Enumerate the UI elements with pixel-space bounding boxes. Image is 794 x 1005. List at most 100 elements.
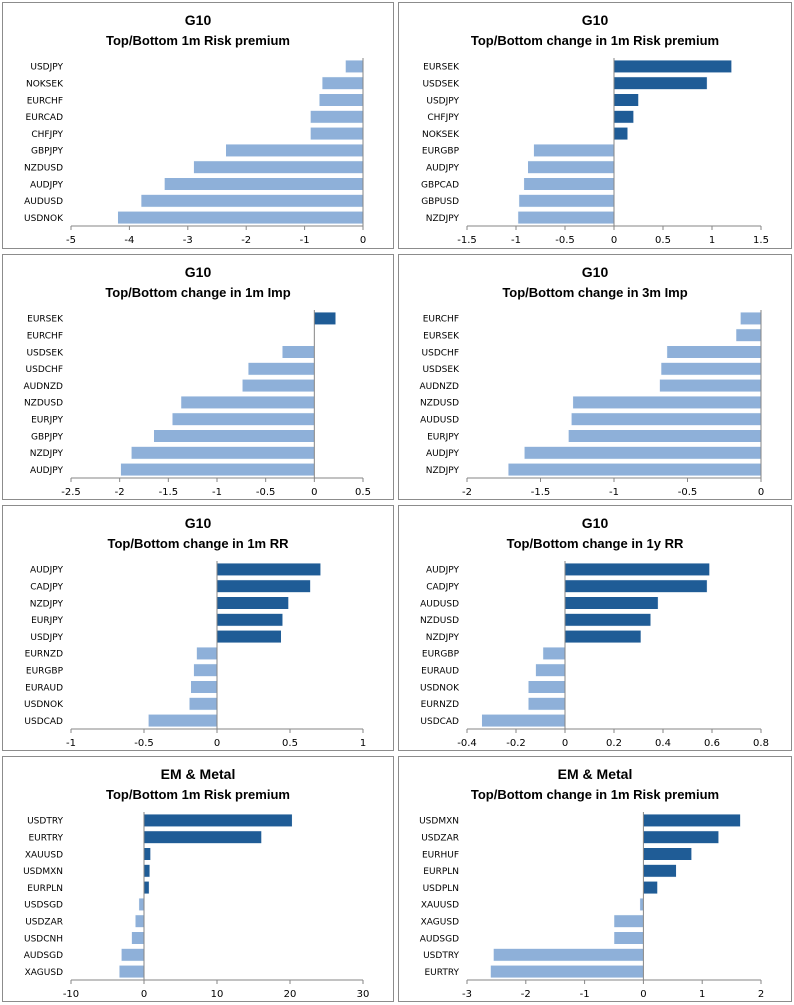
category-label-eurjpy: EURJPY (31, 616, 63, 626)
bar-audnzd (242, 379, 315, 393)
x-tick-label: -1.5 (457, 235, 477, 246)
chart-svg: EM & Metal Top/Bottom change in 1m Risk p… (419, 766, 764, 1000)
x-tick-label: -1 (212, 487, 222, 498)
x-tick-label: 0.2 (606, 738, 622, 749)
category-label-eurgbp: EURGBP (422, 650, 460, 660)
category-label-usdnok: USDNOK (24, 214, 64, 224)
category-label-usdjpy: USDJPY (426, 96, 459, 106)
category-label-euraud: EURAUD (421, 667, 459, 677)
category-label-audjpy: AUDJPY (30, 566, 64, 576)
bar-eursek (735, 328, 762, 342)
bar-usdsgd (138, 897, 145, 911)
category-label-nzdjpy: NZDJPY (426, 633, 460, 643)
category-label-eurjpy: EURJPY (427, 432, 459, 442)
bar-usdtry (493, 948, 644, 962)
bar-eurtry (490, 965, 644, 979)
bar-audjpy (216, 562, 321, 576)
chart-subtitle: Top/Bottom 1m Risk premium (106, 33, 290, 48)
x-tick-label: -0.5 (256, 487, 276, 498)
category-label-nzdjpy: NZDJPY (426, 466, 460, 476)
bar-noksek (613, 127, 628, 141)
bar-cadjpy (564, 579, 708, 593)
bar-audusd (571, 412, 762, 426)
bar-usdsek (281, 345, 315, 359)
bar-eursek (314, 311, 336, 325)
category-label-gbpusd: GBPUSD (421, 197, 459, 207)
bar-audjpy (120, 463, 315, 477)
category-label-audusd: AUDUSD (420, 599, 459, 609)
x-tick-label: 0 (758, 487, 764, 498)
category-label-eurnzd: EURNZD (421, 700, 459, 710)
category-label-usdpln: USDPLN (423, 884, 459, 894)
category-label-nzdjpy: NZDJPY (30, 449, 64, 459)
bar-eurpln (643, 864, 677, 878)
category-label-audjpy: AUDJPY (426, 566, 460, 576)
bar-usdnok (117, 211, 364, 225)
category-label-gbpcad: GBPCAD (421, 180, 459, 190)
x-tick-label: -2 (241, 235, 251, 246)
chart-subtitle: Top/Bottom change in 3m Imp (502, 285, 687, 300)
bar-usdjpy (345, 59, 364, 73)
bar-cadjpy (216, 579, 311, 593)
category-label-gbpjpy: GBPJPY (31, 432, 63, 442)
category-label-eurgbp: EURGBP (422, 147, 460, 157)
category-label-eurchf: EURCHF (27, 96, 63, 106)
x-tick-label: 0.4 (655, 738, 671, 749)
bar-eurgbp (533, 143, 615, 157)
category-label-usdcad: USDCAD (24, 717, 63, 727)
category-label-eurpln: EURPLN (423, 867, 459, 877)
category-label-audjpy: AUDJPY (426, 164, 460, 174)
x-tick-label: -3 (462, 989, 472, 1000)
chart-title: G10 (582, 264, 609, 280)
category-label-xauusd: XAUUSD (25, 850, 63, 860)
x-tick-label: 0 (311, 487, 317, 498)
x-tick-label: 0.6 (704, 738, 720, 749)
category-label-eurcad: EURCAD (26, 113, 64, 123)
bar-nzdusd (572, 395, 762, 409)
category-label-usdjpy: USDJPY (30, 63, 63, 73)
x-tick-label: 1 (709, 235, 715, 246)
bar-audjpy (164, 177, 364, 191)
chart-svg: EM & Metal Top/Bottom 1m Risk premium USDT… (23, 766, 369, 1000)
x-tick-label: -4 (124, 235, 134, 246)
chart-subtitle: Top/Bottom change in 1m Imp (105, 285, 290, 300)
x-tick-label: -2.5 (61, 487, 81, 498)
bar-gbpusd (518, 194, 615, 208)
x-tick-label: 0.8 (753, 738, 769, 749)
bar-usdnok (528, 680, 566, 694)
bar-eurnzd (196, 646, 218, 660)
bar-usdsek (660, 362, 762, 376)
category-label-nzdjpy: NZDJPY (426, 214, 460, 224)
bar-audjpy (524, 446, 762, 460)
chart-title: EM & Metal (558, 766, 633, 782)
chart-svg: G10 Top/Bottom 1m Risk premium USDJPY NOKSE… (24, 12, 366, 246)
category-label-usdnok: USDNOK (24, 700, 64, 710)
x-tick-label: 20 (284, 989, 297, 1000)
bar-eurnzd (528, 697, 566, 711)
category-label-eurnzd: EURNZD (25, 650, 63, 660)
x-tick-label: -0.5 (555, 235, 575, 246)
x-tick-label: -1 (609, 487, 619, 498)
chart-svg: G10 Top/Bottom change in 1m RR AUDJPY CADJP… (24, 515, 366, 749)
chart-subtitle: Top/Bottom change in 1m Risk premium (471, 33, 719, 48)
bar-usdjpy (216, 630, 282, 644)
bar-eurhuf (643, 847, 692, 861)
category-label-audjpy: AUDJPY (426, 449, 460, 459)
x-tick-label: 2 (758, 989, 764, 1000)
x-tick-label: 1 (360, 738, 366, 749)
category-label-usdmxn: USDMXN (419, 817, 459, 827)
bar-usdcad (148, 714, 218, 728)
bar-eurchf (318, 93, 364, 107)
bar-eurjpy (216, 613, 283, 627)
category-label-usdsgd: USDSGD (24, 901, 63, 911)
chart-panel-6: G10 Top/Bottom change in 1y RR AUDJPY CADJP… (398, 505, 792, 751)
bar-nzdjpy (507, 463, 762, 477)
x-tick-label: -2 (521, 989, 531, 1000)
bar-gbpjpy (225, 143, 364, 157)
x-tick-label: -1 (580, 989, 590, 1000)
x-tick-label: -10 (63, 989, 79, 1000)
x-tick-label: 0 (562, 738, 568, 749)
x-tick-label: 0.5 (282, 738, 298, 749)
bar-xagusd (613, 914, 644, 928)
bar-chfjpy (613, 110, 634, 124)
